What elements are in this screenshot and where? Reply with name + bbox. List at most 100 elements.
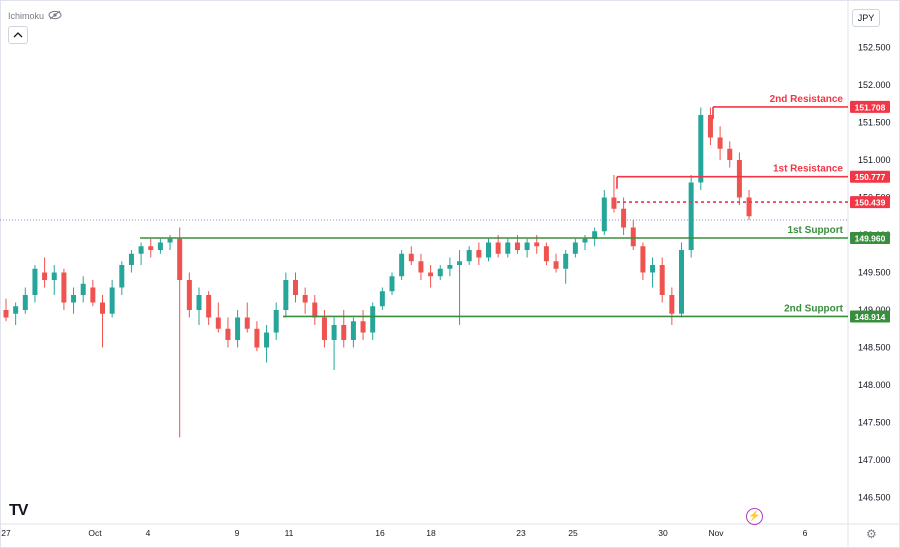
y-tick-label-4: 148.500: [858, 343, 891, 353]
x-tick-label-8: 25: [568, 528, 578, 538]
x-tick-label-11: 6: [803, 528, 808, 538]
candle-body-23: [225, 328, 231, 340]
level-tag-text-1: 150.777: [855, 172, 886, 182]
candle-body-17: [167, 238, 173, 243]
candle-body-28: [273, 310, 279, 333]
candle-body-55: [534, 242, 540, 247]
candle-body-54: [524, 242, 530, 250]
candle-body-2: [22, 295, 28, 310]
candle-body-68: [659, 265, 665, 295]
candle-body-56: [543, 246, 549, 262]
candle-body-69: [669, 295, 675, 314]
candle-body-7: [71, 295, 77, 303]
candle-body-15: [148, 246, 154, 250]
level-tag-text-0: 151.708: [855, 102, 886, 112]
candle-body-63: [611, 197, 617, 209]
x-tick-label-9: 30: [658, 528, 668, 538]
level-tag-text-2: 150.439: [855, 198, 886, 208]
candle-body-65: [630, 227, 636, 247]
x-tick-label-3: 9: [235, 528, 240, 538]
candle-body-72: [698, 115, 704, 183]
y-tick-label-1: 147.000: [858, 455, 891, 465]
candle-body-77: [746, 197, 752, 217]
candle-body-1: [13, 306, 19, 314]
candle-body-36: [350, 321, 356, 340]
candle-body-70: [679, 250, 684, 314]
candle-body-51: [495, 242, 501, 254]
candle-body-49: [476, 250, 482, 258]
candle-body-8: [80, 283, 86, 295]
candle-body-25: [244, 317, 250, 329]
candle-body-30: [293, 280, 298, 295]
candle-body-59: [572, 242, 578, 254]
indicator-label[interactable]: Ichimoku: [8, 11, 45, 21]
candle-body-46: [447, 265, 453, 269]
y-tick-label-5: 149.000: [858, 305, 891, 315]
candle-body-20: [196, 295, 202, 310]
y-tick-label-12: 152.500: [858, 43, 891, 53]
y-tick-label-11: 152.000: [858, 80, 891, 90]
candle-body-58: [563, 253, 569, 269]
candle-body-31: [302, 295, 308, 303]
candle-body-75: [727, 148, 733, 160]
candle-body-39: [379, 291, 385, 307]
candle-body-61: [592, 231, 598, 239]
candle-body-24: [235, 317, 241, 340]
candle-body-26: [254, 328, 260, 348]
candle-body-50: [486, 242, 491, 258]
candle-body-73: [707, 115, 713, 138]
x-tick-label-0: 27: [1, 528, 11, 538]
candle-body-13: [128, 253, 134, 265]
y-tick-label-2: 147.500: [858, 418, 891, 428]
candle-body-60: [582, 238, 588, 243]
candle-body-44: [428, 272, 434, 277]
candle-body-71: [688, 182, 694, 250]
x-tick-label-7: 23: [516, 528, 526, 538]
candle-body-21: [206, 295, 212, 318]
x-tick-label-1: Oct: [88, 528, 102, 538]
y-tick-label-6: 149.500: [858, 268, 891, 278]
candle-body-16: [157, 242, 163, 250]
candle-body-27: [264, 332, 270, 348]
level-tag-text-4: 148.914: [855, 312, 886, 322]
candle-body-18: [177, 238, 183, 280]
candle-body-10: [100, 302, 105, 314]
candle-body-5: [51, 272, 57, 280]
candle-body-14: [138, 246, 144, 254]
level-name-3: 1st Support: [787, 225, 843, 236]
x-tick-label-4: 11: [285, 528, 294, 538]
candle-body-41: [399, 253, 405, 277]
candle-body-45: [437, 268, 443, 277]
candle-body-9: [90, 287, 96, 303]
level-tag-1: [850, 170, 890, 183]
candle-body-22: [215, 317, 221, 329]
level-name-0: 2nd Resistance: [770, 94, 844, 105]
candle-body-34: [331, 325, 337, 340]
x-tick-label-6: 18: [426, 528, 436, 538]
gear-icon[interactable]: ⚙: [866, 527, 877, 541]
candle-body-33: [321, 317, 327, 340]
collapse-button[interactable]: [8, 26, 28, 44]
candle-body-52: [505, 242, 511, 254]
candle-body-19: [186, 280, 192, 310]
candle-body-38: [370, 306, 376, 333]
currency-button[interactable]: JPY: [852, 9, 880, 27]
candle-body-57: [553, 261, 559, 269]
level-tag-0: [850, 100, 890, 113]
x-tick-label-10: Nov: [708, 528, 724, 538]
level-name-1: 1st Resistance: [773, 164, 843, 175]
candle-body-74: [717, 137, 723, 149]
candle-body-29: [283, 280, 289, 310]
level-tag-2: [850, 196, 890, 209]
candle-body-76: [736, 160, 742, 198]
y-tick-label-10: 151.500: [858, 118, 891, 128]
candle-body-12: [119, 265, 125, 288]
level-tag-3: [850, 232, 890, 244]
bolt-icon[interactable]: ⚡: [746, 508, 763, 525]
candle-body-66: [640, 246, 646, 273]
candle-body-35: [341, 325, 347, 340]
candle-body-43: [418, 261, 424, 273]
eye-icon[interactable]: [48, 10, 62, 20]
